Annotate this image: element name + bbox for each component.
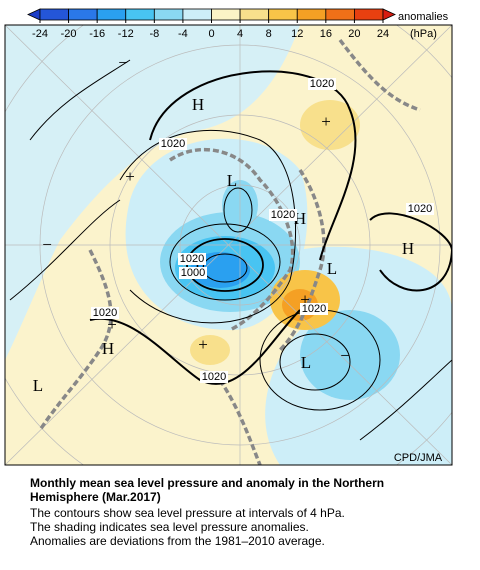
contour-label-box <box>178 253 206 265</box>
colorbar-bin <box>96 8 127 21</box>
colorbar-tick-label: -24 <box>32 28 48 40</box>
contour-label: 1020 <box>159 138 187 150</box>
contour-label: 1020 <box>308 78 336 90</box>
pressure-symbol: H <box>102 339 114 358</box>
contour-label-text: 1020 <box>93 307 117 319</box>
contour-label-box <box>179 267 207 279</box>
colorbar-end <box>27 8 41 21</box>
pressure-symbol: − <box>118 53 128 72</box>
pressure-symbol: + <box>125 167 135 186</box>
contour-label-text: 1020 <box>161 138 185 150</box>
contour-label-box <box>200 371 228 383</box>
colorbar-end <box>382 8 396 21</box>
colorbar-tick-label: -12 <box>118 28 134 40</box>
contour-label: 1020 <box>91 307 119 319</box>
caption-title-line: Monthly mean sea level pressure and anom… <box>30 476 385 490</box>
map-frame <box>4 24 453 466</box>
colorbar-tick-label: -20 <box>61 28 77 40</box>
pressure-symbol: L <box>33 376 43 395</box>
colorbar-bin <box>354 8 384 21</box>
colorbar-bin <box>211 8 241 21</box>
colorbar-bin <box>296 8 327 21</box>
colorbar-tick-label: 4 <box>237 28 243 40</box>
pressure-symbol: − <box>42 235 52 254</box>
colorbar-tick-label: -4 <box>178 28 188 40</box>
contour-label-box <box>269 209 297 221</box>
colorbar-tick-label: -16 <box>89 28 105 40</box>
caption-title: Monthly mean sea level pressure and anom… <box>30 476 384 504</box>
pressure-symbol: H <box>402 239 414 258</box>
credit: CPD/JMA <box>394 452 443 464</box>
contour-label: 1020 <box>269 209 297 221</box>
contour-label-text: 1020 <box>302 303 326 315</box>
contour-label-box <box>159 138 187 150</box>
contour-label-text: 1020 <box>408 203 432 215</box>
contour-label-box <box>406 203 434 215</box>
caption-body: The contours show sea level pressure at … <box>30 506 345 548</box>
colorbar-bin <box>182 8 212 21</box>
pressure-symbol: + <box>198 335 208 354</box>
colorbar-label: anomalies <box>398 11 449 23</box>
contour-label-text: 1020 <box>202 371 226 383</box>
figure: HLHLHLLHL+++++−−−10201020102010201020102… <box>4 8 453 466</box>
anomaly-area <box>190 335 230 365</box>
caption-line: Anomalies are deviations from the 1981–2… <box>30 534 325 548</box>
contour-label-text: 1020 <box>310 78 334 90</box>
colorbar-tick-label: 8 <box>266 28 272 40</box>
pressure-symbol: + <box>321 112 331 131</box>
colorbar-tick-label: 0 <box>208 28 214 40</box>
colorbar-tick-label: 24 <box>377 28 389 40</box>
anomaly-area <box>5 25 300 360</box>
colorbar-tick-label: 20 <box>348 28 360 40</box>
contour-label-box <box>308 78 336 90</box>
contour-label-box <box>300 303 328 315</box>
colorbar-bin <box>239 8 270 21</box>
colorbar: -24 -20 -16 -12 -8 -4 0 4 8 12 16 20 24 anomalies (hPa… <box>27 8 449 40</box>
colorbar-bin <box>39 8 69 21</box>
contour-label: 1020 <box>300 303 328 315</box>
caption-title-line: Hemisphere (Mar.2017) <box>30 490 161 504</box>
contour-label-text: 1020 <box>180 253 204 265</box>
colorbar-bin <box>68 8 98 21</box>
contour-label: 1020 <box>406 203 434 215</box>
map: HLHLHLLHL+++++−−−10201020102010201020102… <box>5 25 452 465</box>
contour-label: 1020 <box>178 253 206 265</box>
colorbar-bin <box>153 8 184 21</box>
pressure-symbol: L <box>227 171 237 190</box>
pressure-symbol: + <box>300 290 310 309</box>
contour-label: 1020 <box>200 371 228 383</box>
colorbar-bin <box>268 8 298 21</box>
pressure-symbol: L <box>327 259 337 278</box>
pressure-symbol: L <box>301 353 311 372</box>
contour-label: 1000 <box>179 267 207 279</box>
caption-line: The shading indicates sea level pressure… <box>30 520 309 534</box>
colorbar-tick-label: 12 <box>291 28 303 40</box>
colorbar-bin <box>125 8 155 21</box>
contour-label-box <box>91 307 119 319</box>
pressure-symbol: − <box>340 346 350 365</box>
anomaly-area <box>300 310 400 400</box>
contour-label-text: 1000 <box>181 267 205 279</box>
pressure-symbol: H <box>192 95 204 114</box>
colorbar-bin <box>325 8 355 21</box>
colorbar-unit: (hPa) <box>410 28 437 40</box>
anomaly-area <box>300 100 360 150</box>
pressure-symbol: + <box>107 315 117 334</box>
colorbar-tick-label: 16 <box>320 28 332 40</box>
colorbar-tick-label: -8 <box>149 28 159 40</box>
caption-line: The contours show sea level pressure at … <box>30 506 345 520</box>
contour-label-text: 1020 <box>271 209 295 221</box>
